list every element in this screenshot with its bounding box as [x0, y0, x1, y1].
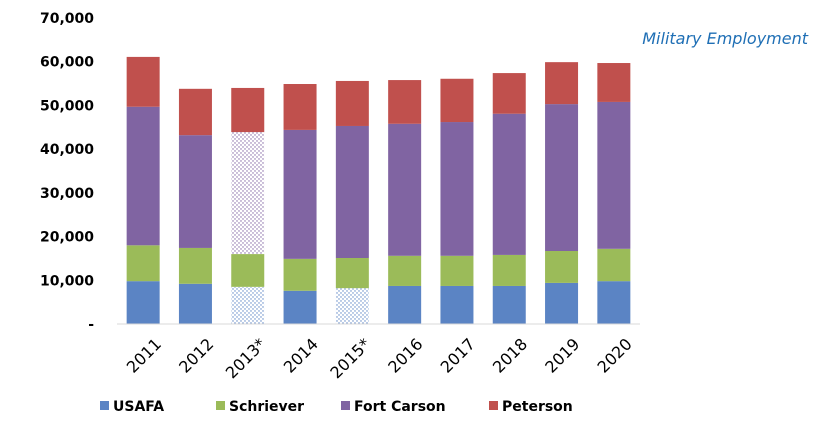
legend-label: USAFA: [113, 399, 164, 415]
y-tick-label: 40,000: [40, 142, 94, 158]
bar-segment: [545, 62, 579, 105]
bar-segment: [335, 257, 369, 289]
legend-label: Fort Carson: [354, 399, 446, 415]
bar-segment: [283, 84, 317, 130]
bar-segment: [440, 78, 474, 123]
bar-segment: [126, 281, 160, 324]
bar-segment: [597, 101, 631, 249]
bar-segment: [492, 285, 526, 324]
bar-segment: [388, 255, 422, 286]
bar-segment: [231, 132, 265, 255]
bar-segment: [283, 290, 317, 324]
x-tick-label: 2011: [123, 334, 165, 376]
y-tick-label: 60,000: [40, 55, 94, 71]
legend-swatch: [489, 401, 498, 410]
bar-segment: [440, 122, 474, 256]
x-tick-label: 2015*: [326, 334, 374, 382]
bar-segment: [126, 56, 160, 107]
y-tick-label: 20,000: [40, 230, 94, 246]
bar-segment: [231, 87, 265, 133]
bar-segment: [335, 80, 369, 126]
y-tick-label: -: [88, 317, 94, 333]
bar-segment: [597, 248, 631, 282]
legend-swatch: [216, 401, 225, 410]
x-tick-label: 2017: [437, 334, 479, 376]
x-tick-label: 2016: [384, 334, 426, 376]
y-tick-label: 50,000: [40, 98, 94, 114]
y-tick-label: 30,000: [40, 186, 94, 202]
bar-segment: [388, 80, 422, 124]
legend-label: Peterson: [502, 399, 573, 415]
legend-swatch: [100, 401, 109, 410]
bar-segment: [335, 288, 369, 324]
y-tick-label: 70,000: [40, 11, 94, 27]
bar-segment: [178, 283, 212, 324]
bar-segment: [231, 286, 265, 324]
bar-segment: [231, 254, 265, 287]
bar-segment: [492, 113, 526, 255]
bar-segment: [283, 258, 317, 291]
legend-label: Schriever: [229, 399, 304, 415]
x-tick-label: 2014: [280, 334, 322, 376]
x-tick-label: 2018: [489, 334, 531, 376]
bar-segment: [492, 254, 526, 286]
bar-segment: [178, 135, 212, 248]
annotation: Military Employment: [642, 29, 808, 48]
bar-segment: [597, 281, 631, 324]
y-tick-label: 10,000: [40, 273, 94, 289]
bar-segment: [597, 63, 631, 102]
bar-segment: [388, 123, 422, 256]
bar-segment: [545, 250, 579, 283]
bar-segment: [126, 245, 160, 282]
bar-segment: [545, 104, 579, 251]
bar-segment: [335, 125, 369, 258]
x-tick-label: 2013*: [222, 334, 270, 382]
x-tick-label: 2012: [175, 334, 217, 376]
bar-segment: [178, 247, 212, 284]
x-tick-label: 2019: [541, 334, 583, 376]
bar-segment: [440, 255, 474, 286]
bar-segment: [545, 282, 579, 324]
legend-swatch: [341, 401, 350, 410]
bar-segment: [126, 106, 160, 246]
x-tick-label: 2020: [594, 334, 636, 376]
bar-segment: [492, 73, 526, 114]
bar-segment: [388, 285, 422, 324]
bar-segment: [440, 285, 474, 324]
bar-segment: [178, 88, 212, 136]
bar-segment: [283, 129, 317, 259]
